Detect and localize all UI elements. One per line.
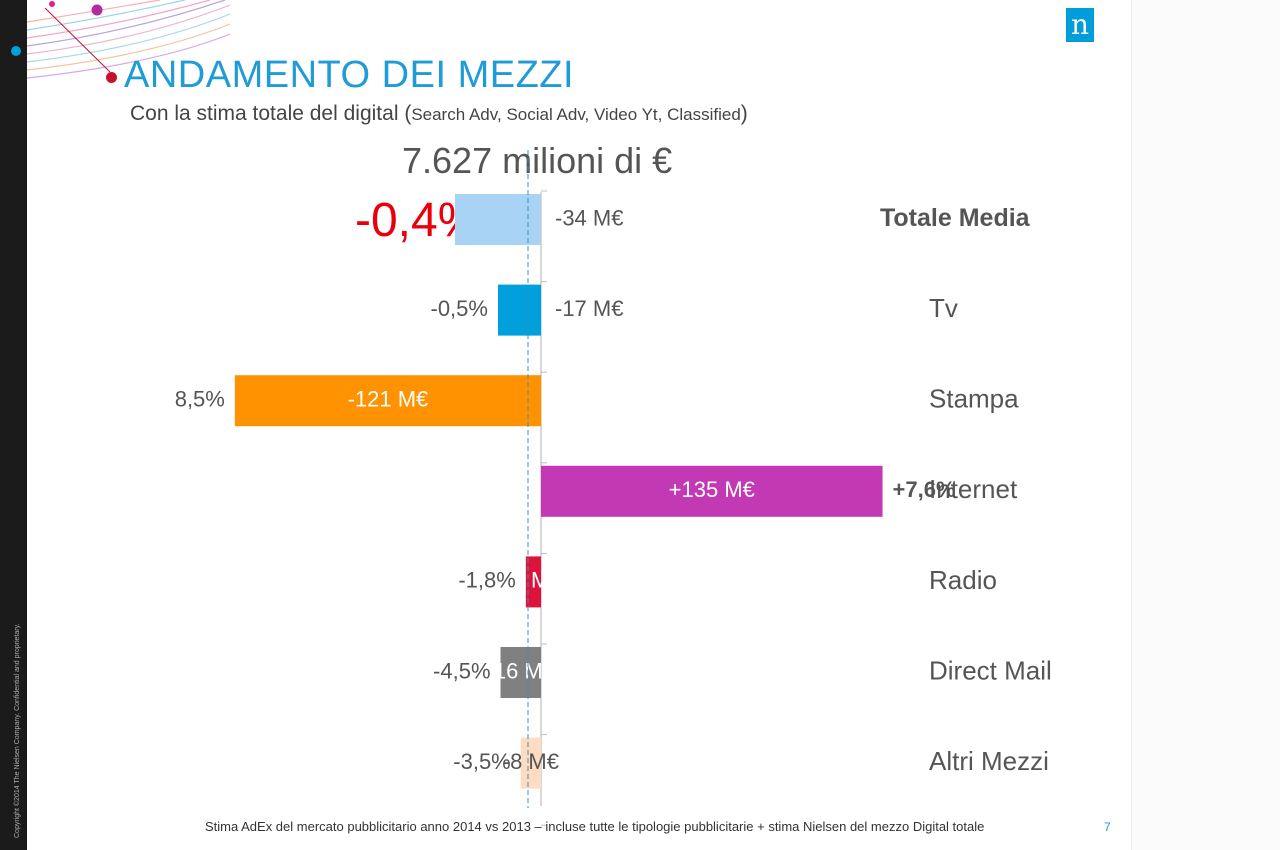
bar-pct-label: -0,5% xyxy=(431,296,488,321)
bar-value-label: -17 M€ xyxy=(555,296,623,321)
decorative-arcs xyxy=(11,0,230,79)
bar-value-label: -121 M€ xyxy=(348,387,429,412)
bar-pct-label: -4,5% xyxy=(433,658,490,683)
bar-value-label: +135 M€ xyxy=(669,477,755,502)
bar-value-label: -16 M€ xyxy=(487,658,555,683)
category-label: Radio xyxy=(929,565,997,595)
subtitle-main: Con la stima totale del digital ( xyxy=(130,102,412,125)
category-label: Totale Media xyxy=(880,204,1031,232)
slide-title: ANDAMENTO DEI MEZZI xyxy=(124,54,575,96)
title-bullet-icon xyxy=(106,72,117,83)
right-margin-strip xyxy=(1131,0,1280,850)
decor-dot-purple xyxy=(91,4,103,16)
bar-value-label: -8 M€ xyxy=(503,749,559,774)
category-label: Direct Mail xyxy=(929,655,1052,685)
bar-5 xyxy=(500,647,541,698)
subtitle-close: ) xyxy=(740,102,748,125)
bar-pct-label: -1,8% xyxy=(458,568,515,593)
decor-dot-pink xyxy=(49,1,55,7)
category-label: Tv xyxy=(929,293,958,323)
left-sidebar: Copyright ©2014 The Nielsen Company. Con… xyxy=(0,0,27,850)
bar-value-label: -34 M€ xyxy=(555,205,623,230)
decor-dot-blue xyxy=(11,46,21,56)
total-amount: 7.627 milioni di € xyxy=(402,140,673,181)
subtitle-paren: Search Adv, Social Adv, Video Yt, Classi… xyxy=(411,105,741,124)
footer-note: Stima AdEx del mercato pubblicitario ann… xyxy=(205,819,985,834)
category-label: Altri Mezzi xyxy=(929,746,1049,776)
bar-3 xyxy=(541,465,883,517)
bar-1 xyxy=(497,284,541,336)
bar-0 xyxy=(454,194,541,245)
bar-value-label: -6 M€ xyxy=(505,568,561,593)
category-label: Stampa xyxy=(929,384,1019,414)
bar-pct-label: -3,5% xyxy=(453,749,510,774)
bar-pct-label: +7,6% xyxy=(893,477,956,502)
bar-pct-label: 8,5% xyxy=(175,387,225,412)
page-number: 7 xyxy=(1104,820,1111,834)
slide-subtitle: Con la stima totale del digital (Search … xyxy=(130,102,748,126)
bar-6 xyxy=(520,737,541,789)
nielsen-logo: n xyxy=(1066,8,1094,42)
bar-4 xyxy=(525,556,541,608)
bar-2 xyxy=(234,375,541,427)
category-label: Internet xyxy=(929,474,1018,504)
